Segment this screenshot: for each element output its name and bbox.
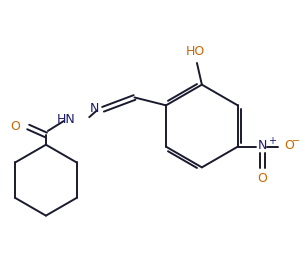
Text: +: + [268, 136, 276, 146]
Text: O: O [11, 120, 20, 133]
Text: HN: HN [57, 113, 76, 126]
Text: HO: HO [185, 45, 205, 58]
Text: N: N [90, 102, 99, 115]
Text: N: N [258, 139, 267, 152]
Text: −: − [292, 136, 300, 146]
Text: O: O [257, 172, 267, 185]
Text: O: O [284, 139, 294, 152]
